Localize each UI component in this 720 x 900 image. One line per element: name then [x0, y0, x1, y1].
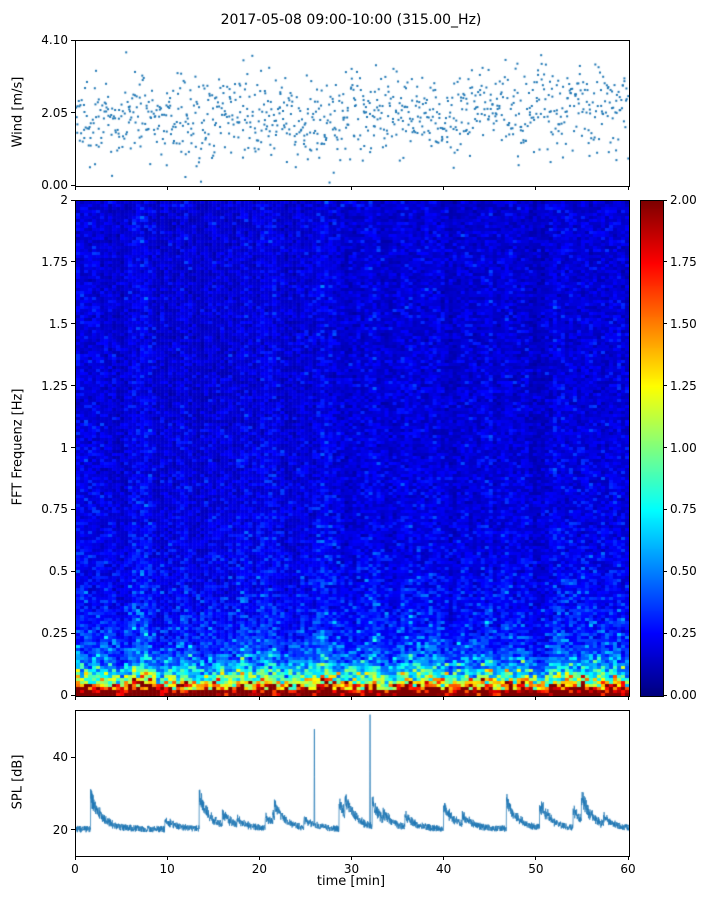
spl-xtick-label: 60 [620, 862, 636, 876]
colorbar-tick-label: 2.00 [670, 193, 697, 207]
spl-xtick-mark [351, 856, 352, 860]
spec-ytick-label: 1.5 [48, 316, 68, 331]
colorbar-tick-label: 0.25 [670, 626, 697, 641]
spec-ytick-mark [71, 632, 75, 634]
spl-ytick-mark [71, 756, 75, 758]
spl-xtick-mark [258, 856, 260, 860]
colorbar-tick-label: 0.00 [670, 688, 697, 702]
wind-ytick-label: 2.05 [41, 105, 68, 120]
colorbar-tick-mark [663, 261, 667, 263]
spl-xtick-label: 20 [251, 862, 267, 876]
spec-xtick-mark [535, 696, 537, 700]
spl-xtick-label: 10 [159, 862, 175, 876]
spec-ytick-mark [71, 570, 75, 572]
wind-xtick-mark [443, 186, 445, 190]
wind-ytick-mark [71, 184, 75, 186]
spec-xtick-mark [351, 696, 352, 700]
wind-ytick-label: 0.00 [41, 178, 68, 192]
spec-ytick-mark [71, 385, 75, 387]
spec-xtick-mark [74, 696, 76, 700]
spectrogram-ylabel: FFT Frequenz [Hz] [10, 388, 26, 506]
spec-ytick-label: 0 [60, 688, 68, 702]
colorbar-tick-mark [663, 508, 667, 510]
colorbar-canvas [641, 201, 663, 696]
spec-ytick-label: 1.75 [41, 254, 68, 269]
colorbar-tick-mark [663, 385, 667, 387]
colorbar [640, 200, 664, 697]
wind-xtick-mark [258, 186, 260, 190]
spl-ytick-mark [71, 829, 75, 831]
spl-xtick-label: 0 [71, 862, 79, 876]
spec-xtick-mark [627, 696, 629, 700]
wind-xtick-mark [166, 186, 168, 190]
spl-line-canvas [76, 711, 629, 856]
spl-xtick-label: 40 [436, 862, 452, 876]
spl-ytick-label: 40 [52, 750, 68, 765]
wind-xtick-mark [535, 186, 537, 190]
spec-ytick-label: 0.25 [41, 626, 68, 641]
colorbar-tick-label: 1.75 [670, 254, 697, 269]
spec-ytick-mark [71, 508, 75, 510]
spec-ytick-mark [71, 694, 75, 696]
x-axis-label: time [min] [316, 874, 386, 889]
spec-xtick-mark [166, 696, 168, 700]
spl-xtick-mark [443, 856, 445, 860]
spec-ytick-mark [71, 199, 75, 201]
spl-ytick-label: 20 [52, 822, 68, 837]
spl-ylabel: SPL [dB] [10, 754, 26, 810]
colorbar-tick-mark [663, 199, 667, 201]
spl-xtick-mark [166, 856, 168, 860]
colorbar-tick-mark [663, 632, 667, 634]
spec-ytick-label: 0.5 [48, 564, 68, 579]
wind-xtick-mark [74, 186, 76, 190]
spec-xtick-mark [443, 696, 445, 700]
wind-ytick-mark [71, 39, 75, 41]
spl-xtick-mark [535, 856, 537, 860]
spec-ytick-label: 2 [60, 193, 68, 207]
spl-xtick-mark [627, 856, 629, 860]
colorbar-tick-mark [663, 694, 667, 696]
wind-ytick-label: 4.10 [41, 33, 68, 47]
spec-xtick-mark [258, 696, 260, 700]
colorbar-tick-label: 0.75 [670, 502, 697, 517]
wind-xtick-mark [627, 186, 629, 190]
colorbar-tick-label: 0.50 [670, 564, 697, 579]
spl-xtick-label: 50 [528, 862, 544, 876]
wind-ylabel: Wind [m/s] [10, 76, 26, 148]
spec-ytick-mark [71, 447, 75, 448]
wind-subplot [75, 40, 630, 187]
spec-ytick-label: 1 [60, 440, 68, 455]
wind-ytick-mark [71, 112, 75, 113]
colorbar-tick-mark [663, 323, 667, 325]
colorbar-tick-label: 1.00 [670, 440, 697, 455]
spectrogram-subplot [75, 200, 630, 697]
spl-xtick-mark [74, 856, 76, 860]
colorbar-tick-mark [663, 570, 667, 572]
spec-ytick-mark [71, 323, 75, 325]
wind-scatter-canvas [76, 41, 629, 186]
colorbar-tick-mark [663, 447, 667, 448]
colorbar-tick-label: 1.50 [670, 316, 697, 331]
spl-xtick-label: 30 [343, 862, 360, 876]
colorbar-tick-label: 1.25 [670, 378, 697, 393]
spec-ytick-label: 1.25 [41, 378, 68, 393]
spl-subplot [75, 710, 630, 857]
spec-ytick-label: 0.75 [41, 502, 68, 517]
wind-xtick-mark [351, 186, 352, 190]
chart-title: 2017-05-08 09:00-10:00 (315.00_Hz) [220, 12, 482, 28]
spectrogram-canvas [76, 201, 629, 696]
spec-ytick-mark [71, 261, 75, 263]
